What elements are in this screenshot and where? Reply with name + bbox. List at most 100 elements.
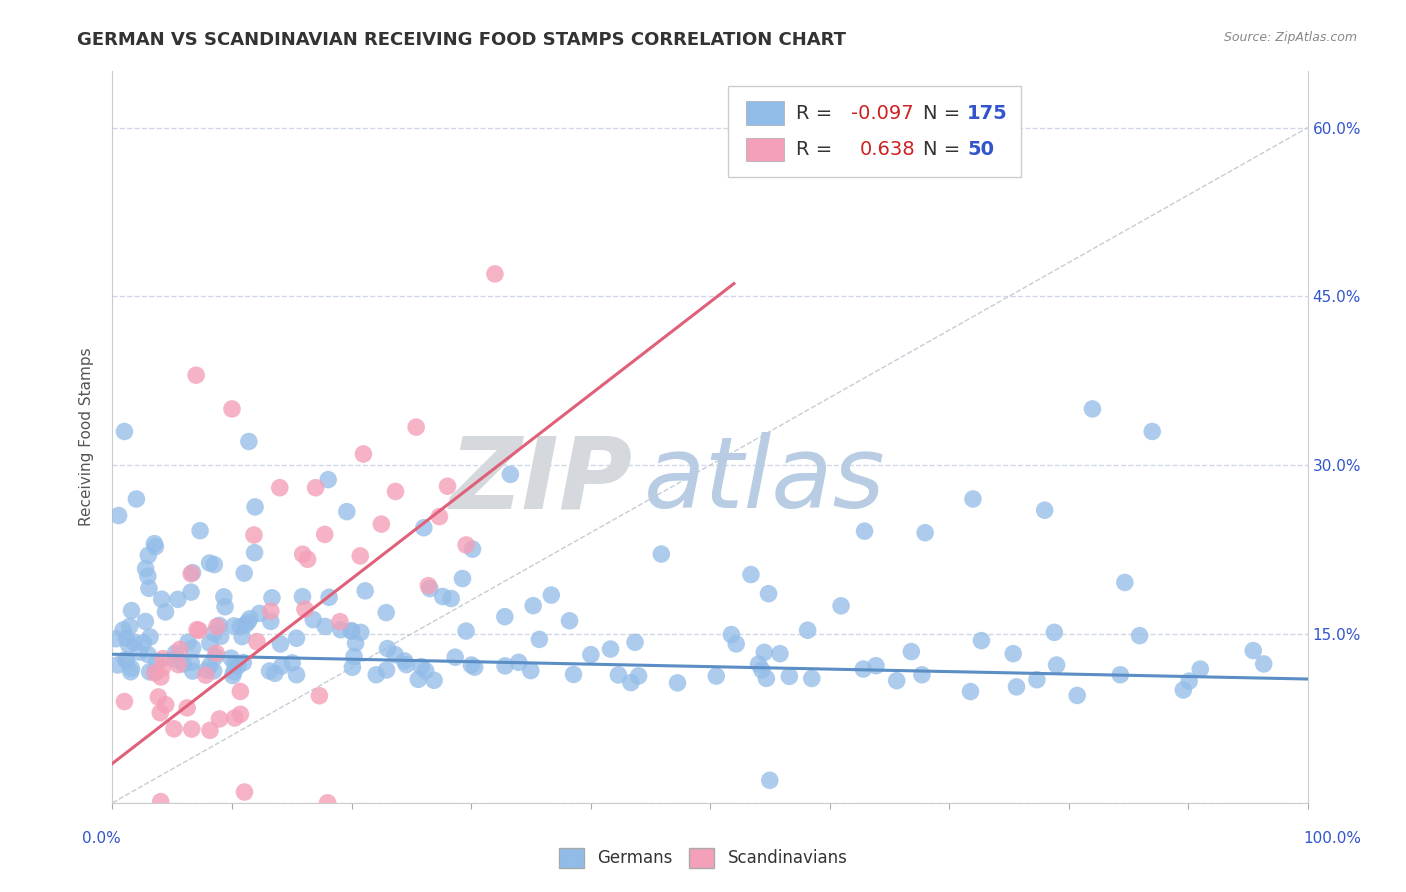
Point <box>149 670 172 684</box>
Point <box>291 590 314 604</box>
Point <box>1129 629 1152 643</box>
Point <box>384 648 406 662</box>
Point <box>666 676 689 690</box>
Point <box>529 632 551 647</box>
Text: 0.638: 0.638 <box>859 140 915 159</box>
Point <box>115 632 138 646</box>
Point <box>599 642 621 657</box>
Point <box>198 658 221 673</box>
Point <box>205 646 228 660</box>
Point <box>222 668 245 682</box>
Point <box>121 661 143 675</box>
Point <box>186 368 208 383</box>
Point <box>136 569 159 583</box>
Point <box>314 619 336 633</box>
Point <box>269 637 291 651</box>
Point <box>233 785 256 799</box>
Point <box>624 635 647 649</box>
Point <box>226 658 249 673</box>
Point <box>120 665 142 679</box>
Point <box>1025 673 1047 687</box>
Point <box>758 587 780 601</box>
Point <box>270 659 292 673</box>
Point <box>395 657 418 672</box>
Y-axis label: Receiving Food Stamps: Receiving Food Stamps <box>79 348 94 526</box>
Point <box>970 633 993 648</box>
Point <box>259 664 281 678</box>
Point <box>163 652 186 666</box>
Point <box>343 649 366 664</box>
Point <box>411 659 433 673</box>
Point <box>740 567 762 582</box>
Point <box>212 590 235 604</box>
Point <box>149 706 172 720</box>
Point <box>260 604 283 618</box>
Point <box>1253 657 1275 671</box>
Point <box>198 636 221 650</box>
Point <box>607 668 630 682</box>
Point <box>136 648 159 662</box>
Point <box>143 536 166 550</box>
Point <box>172 657 194 671</box>
Point <box>221 401 243 416</box>
Point <box>249 607 271 621</box>
Point <box>269 481 291 495</box>
Legend: Germans, Scandinavians: Germans, Scandinavians <box>553 841 853 875</box>
Point <box>508 656 530 670</box>
Point <box>1189 662 1212 676</box>
Text: -0.097: -0.097 <box>851 103 914 122</box>
Point <box>114 425 135 439</box>
Point <box>294 602 316 616</box>
Point <box>297 552 319 566</box>
Point <box>316 473 339 487</box>
Point <box>233 566 256 581</box>
Point <box>429 509 451 524</box>
Text: GERMAN VS SCANDINAVIAN RECEIVING FOOD STAMPS CORRELATION CHART: GERMAN VS SCANDINAVIAN RECEIVING FOOD ST… <box>77 31 846 49</box>
Point <box>204 649 226 664</box>
FancyBboxPatch shape <box>747 138 785 161</box>
Point <box>202 558 225 572</box>
Point <box>138 665 160 679</box>
Point <box>436 479 458 493</box>
Point <box>800 672 823 686</box>
Point <box>229 684 252 698</box>
Point <box>115 654 138 668</box>
Point <box>236 615 259 630</box>
Point <box>620 675 643 690</box>
Text: 50: 50 <box>967 140 994 159</box>
Point <box>419 582 441 596</box>
Point <box>911 667 934 681</box>
Point <box>484 267 506 281</box>
Point <box>316 796 339 810</box>
Text: 100.0%: 100.0% <box>1303 831 1361 846</box>
Text: 0.0%: 0.0% <box>82 831 121 846</box>
Point <box>222 619 245 633</box>
Point <box>107 508 129 523</box>
Point <box>169 642 191 657</box>
Point <box>222 665 245 679</box>
Point <box>138 548 160 562</box>
Point <box>155 605 177 619</box>
Point <box>195 663 218 677</box>
Point <box>830 599 852 613</box>
Point <box>1109 667 1132 681</box>
Point <box>914 525 936 540</box>
Point <box>725 637 748 651</box>
Point <box>163 722 186 736</box>
Point <box>180 656 202 670</box>
Point <box>1002 647 1025 661</box>
Point <box>314 527 336 541</box>
Point <box>454 624 477 638</box>
Point <box>291 547 314 561</box>
Point <box>412 521 434 535</box>
Point <box>260 591 283 605</box>
Point <box>778 669 800 683</box>
FancyBboxPatch shape <box>728 86 1021 178</box>
Point <box>134 615 156 629</box>
Point <box>520 664 543 678</box>
Point <box>308 689 330 703</box>
Point <box>224 711 246 725</box>
Point <box>238 434 260 449</box>
Point <box>336 505 359 519</box>
Point <box>143 665 166 680</box>
